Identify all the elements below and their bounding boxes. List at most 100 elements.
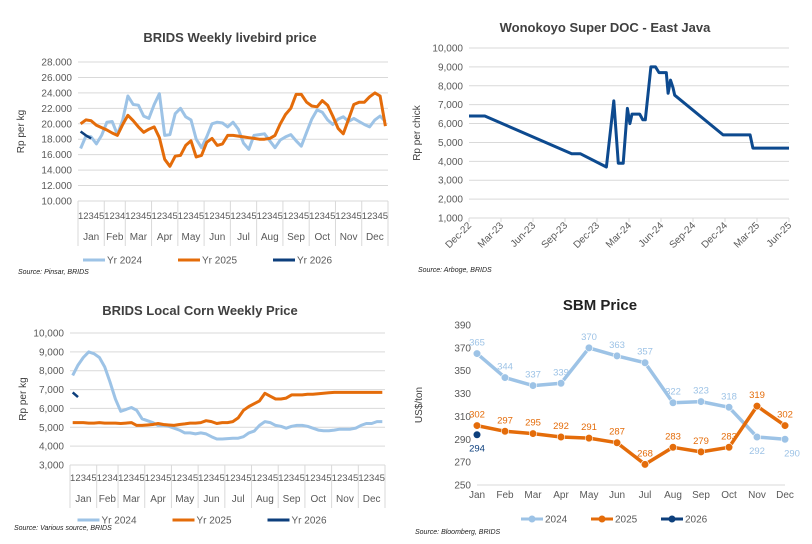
data-label: 302 [777, 410, 793, 421]
x-tick-label: Jun-23 [509, 220, 539, 250]
x-tick-label: Mar-23 [476, 220, 506, 250]
week-tick-label: 4 [113, 473, 118, 484]
data-point [780, 421, 790, 430]
week-tick-label: 2 [367, 211, 372, 222]
y-tick-label: 1,000 [438, 214, 463, 225]
data-point [472, 430, 482, 439]
source-note: Source: Pinsar, BRIDS [18, 269, 89, 276]
week-tick-label: 5 [330, 211, 335, 222]
legend-label: 2025 [615, 515, 638, 526]
week-tick-label: 3 [182, 473, 187, 484]
week-tick-label: 3 [236, 473, 241, 484]
doc-price-line [469, 65, 789, 169]
x-tick-label: Oct [721, 490, 737, 501]
y-tick-label: 390 [454, 321, 471, 332]
week-tick-label: 5 [146, 211, 151, 222]
x-tick-label: Mar [524, 490, 542, 501]
week-tick-label: 4 [374, 473, 379, 484]
month-tick-label: Apr [150, 494, 166, 505]
week-tick-label: 5 [273, 473, 278, 484]
week-tick-label: 1 [225, 473, 230, 484]
week-tick-label: 3 [293, 211, 298, 222]
data-label: 268 [637, 448, 653, 459]
data-label: 292 [553, 421, 569, 432]
data-point [724, 403, 734, 412]
x-tick-label: Mar-25 [732, 220, 762, 250]
week-tick-label: 5 [139, 473, 144, 484]
x-tick-label: Aug [664, 490, 682, 501]
source-note: Source: Various source, BRIDS [14, 525, 112, 532]
data-point [668, 398, 678, 407]
data-point [500, 373, 510, 382]
y-tick-label: 24.000 [41, 88, 72, 99]
week-tick-label: 4 [194, 211, 199, 222]
week-tick-label: 1 [358, 473, 363, 484]
data-label: 322 [665, 387, 681, 398]
data-point [752, 432, 762, 442]
week-tick-label: 3 [215, 211, 220, 222]
week-tick-label: 4 [268, 473, 273, 484]
month-tick-label: Feb [99, 494, 117, 505]
week-tick-label: 5 [199, 211, 204, 222]
data-point [556, 379, 566, 388]
week-tick-label: 1 [362, 211, 367, 222]
month-tick-label: Jan [75, 494, 91, 505]
data-label: 297 [497, 415, 513, 426]
month-tick-label: Jan [83, 232, 99, 243]
data-label: 287 [609, 427, 625, 438]
week-tick-label: 5 [304, 211, 309, 222]
data-point [500, 427, 510, 436]
week-tick-label: 2 [150, 473, 155, 484]
data-label: 292 [749, 446, 765, 457]
week-tick-label: 2 [75, 473, 80, 484]
week-tick-label: 1 [78, 211, 83, 222]
data-label: 365 [469, 338, 485, 349]
legend-marker [668, 515, 676, 523]
month-tick-label: Sep [287, 232, 305, 243]
week-tick-label: 2 [230, 473, 235, 484]
x-tick-label: Dec-23 [572, 220, 603, 251]
series-line-2024 [475, 346, 786, 442]
x-tick-label: Sep-24 [668, 220, 699, 251]
month-tick-label: May [182, 232, 201, 243]
week-tick-label: 5 [91, 473, 96, 484]
week-tick-label: 4 [187, 473, 192, 484]
x-tick-label: Dec-24 [700, 220, 731, 251]
data-label: 323 [693, 386, 709, 397]
week-tick-label: 4 [294, 473, 299, 484]
month-tick-label: Apr [157, 232, 173, 243]
week-tick-label: 1 [171, 473, 176, 484]
week-tick-label: 2 [177, 473, 182, 484]
data-label: 319 [749, 390, 765, 401]
y-tick-label: 370 [454, 343, 471, 354]
data-label: 291 [581, 422, 597, 433]
week-tick-label: 5 [99, 211, 104, 222]
week-tick-label: 2 [236, 211, 241, 222]
week-tick-label: 2 [310, 473, 315, 484]
sbm-chart: SBM Price 250 270 290 310 330 350 370 390 US$/ton… [414, 297, 800, 536]
series-line-2025 [476, 404, 787, 467]
y-tick-label: 8,000 [39, 366, 64, 377]
x-tick-label: Jul [639, 490, 652, 501]
chart-title: SBM Price [563, 297, 637, 314]
y-tick-label: 6,000 [39, 404, 64, 415]
week-tick-label: 1 [70, 473, 75, 484]
legend-label: Yr 2024 [107, 256, 142, 267]
week-tick-label: 4 [299, 211, 304, 222]
legend-label: Yr 2026 [297, 256, 332, 267]
data-point [472, 349, 482, 358]
week-tick-label: 1 [198, 473, 203, 484]
data-point [584, 434, 594, 443]
data-label: 302 [469, 410, 485, 421]
y-tick-label: 3,000 [438, 176, 463, 187]
doc-chart: Wonokoyo Super DOC - East Java 1,000 2,000… [412, 20, 794, 274]
week-tick-label: 2 [314, 211, 319, 222]
week-tick-label: 3 [162, 211, 167, 222]
x-tick-label: Nov [748, 490, 766, 501]
data-point [780, 435, 790, 444]
week-tick-label: 1 [257, 211, 262, 222]
y-tick-label: 10.000 [41, 197, 72, 208]
data-point [640, 358, 650, 367]
week-tick-label: 1 [125, 211, 130, 222]
